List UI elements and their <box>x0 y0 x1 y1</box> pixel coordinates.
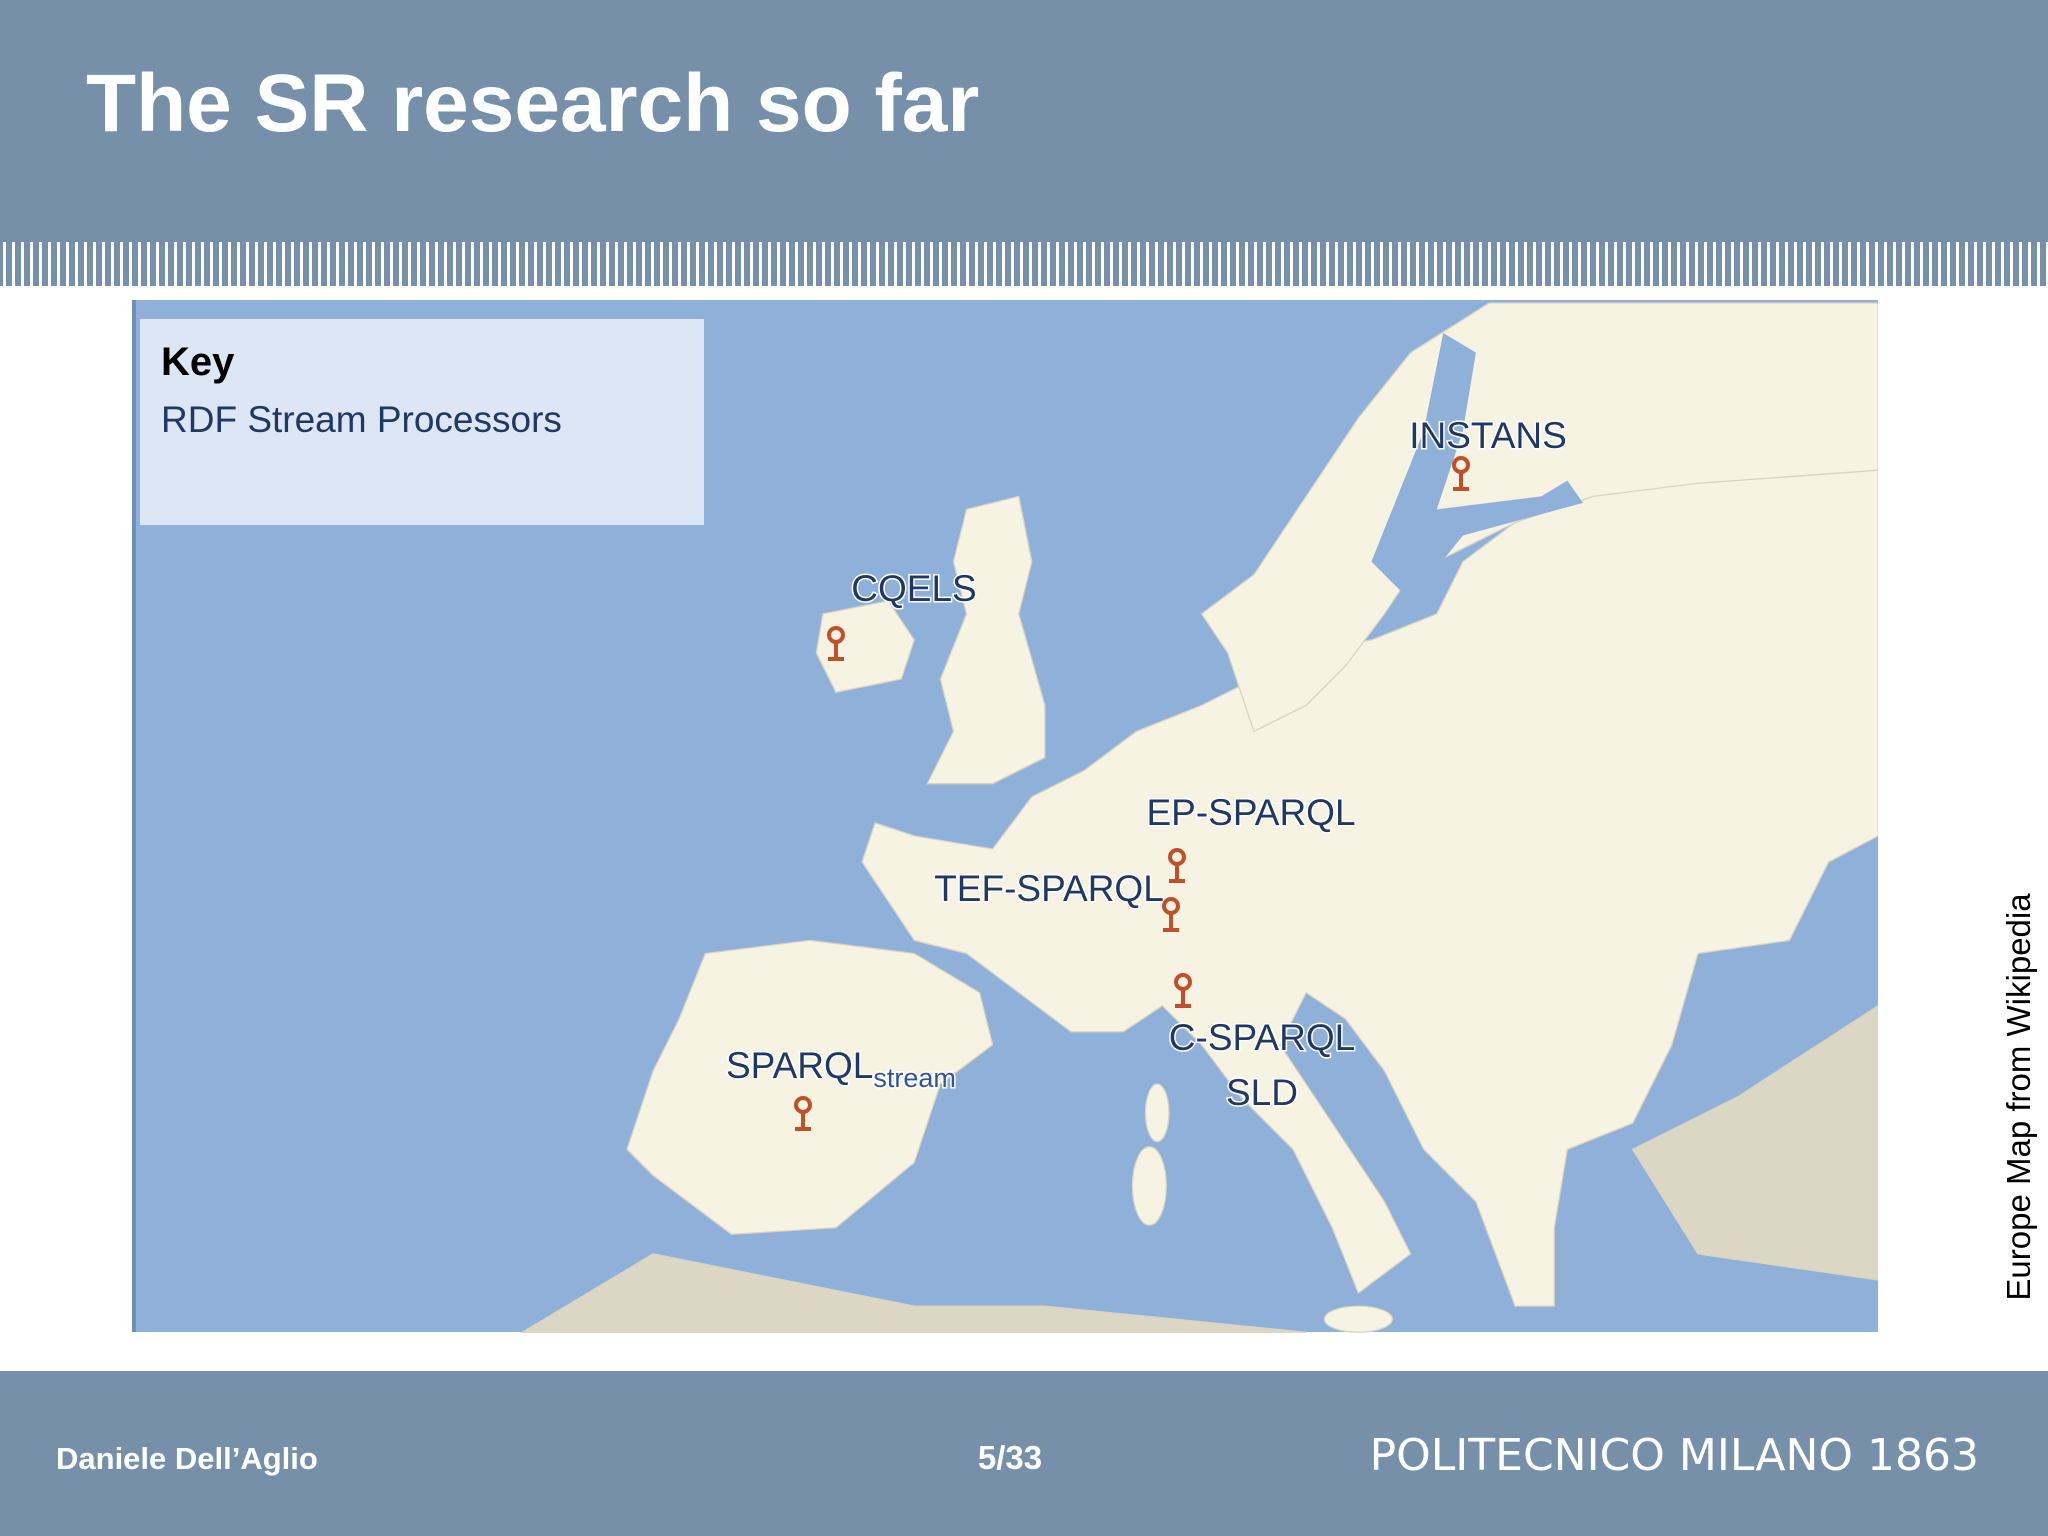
tick-stripe <box>0 242 2048 286</box>
map-label: C-SPARQL <box>1169 1017 1355 1058</box>
land-africa <box>520 1253 1307 1333</box>
pin <box>794 1096 812 1131</box>
pin <box>1162 897 1180 932</box>
map-label: EP-SPARQL <box>1146 792 1355 833</box>
map-label-subscript: stream <box>873 1063 956 1093</box>
slide-title: The SR research so far <box>86 58 979 149</box>
map-label: INSTANS <box>1409 415 1567 456</box>
footer-band <box>0 1371 2048 1536</box>
map-edge <box>132 300 136 1332</box>
key-item: RDF Stream Processors <box>161 399 562 440</box>
key-box <box>140 319 704 525</box>
pin <box>827 626 845 661</box>
map-trim <box>1878 300 1888 1332</box>
land-britain <box>926 495 1046 785</box>
map-label: SLD <box>1226 1072 1298 1113</box>
land-sardinia <box>1131 1146 1168 1226</box>
key-heading: Key <box>161 340 235 384</box>
map-label-main: SPARQL <box>726 1045 873 1086</box>
land-sicily <box>1323 1305 1393 1333</box>
land-ireland <box>815 600 916 693</box>
map-label: SPARQLstream <box>726 1045 956 1093</box>
sea-bothnia <box>1371 333 1584 601</box>
map-credit: Europe Map from Wikipedia <box>2000 893 2037 1301</box>
header-band <box>0 0 2048 244</box>
land-iberia <box>626 939 994 1235</box>
footer-author: Daniele Dell’Aglio <box>56 1441 318 1476</box>
pin <box>1174 973 1192 1008</box>
land-corsica <box>1144 1083 1170 1143</box>
institution: POLITECNICO MILANO 1863 <box>1370 1430 1979 1481</box>
pins <box>794 456 1470 1131</box>
page-number: 5/33 <box>978 1439 1042 1476</box>
pin <box>1452 456 1470 491</box>
map-label: CQELS <box>851 568 976 609</box>
map-label: TEF-SPARQL <box>934 868 1164 909</box>
pin <box>1168 848 1186 883</box>
